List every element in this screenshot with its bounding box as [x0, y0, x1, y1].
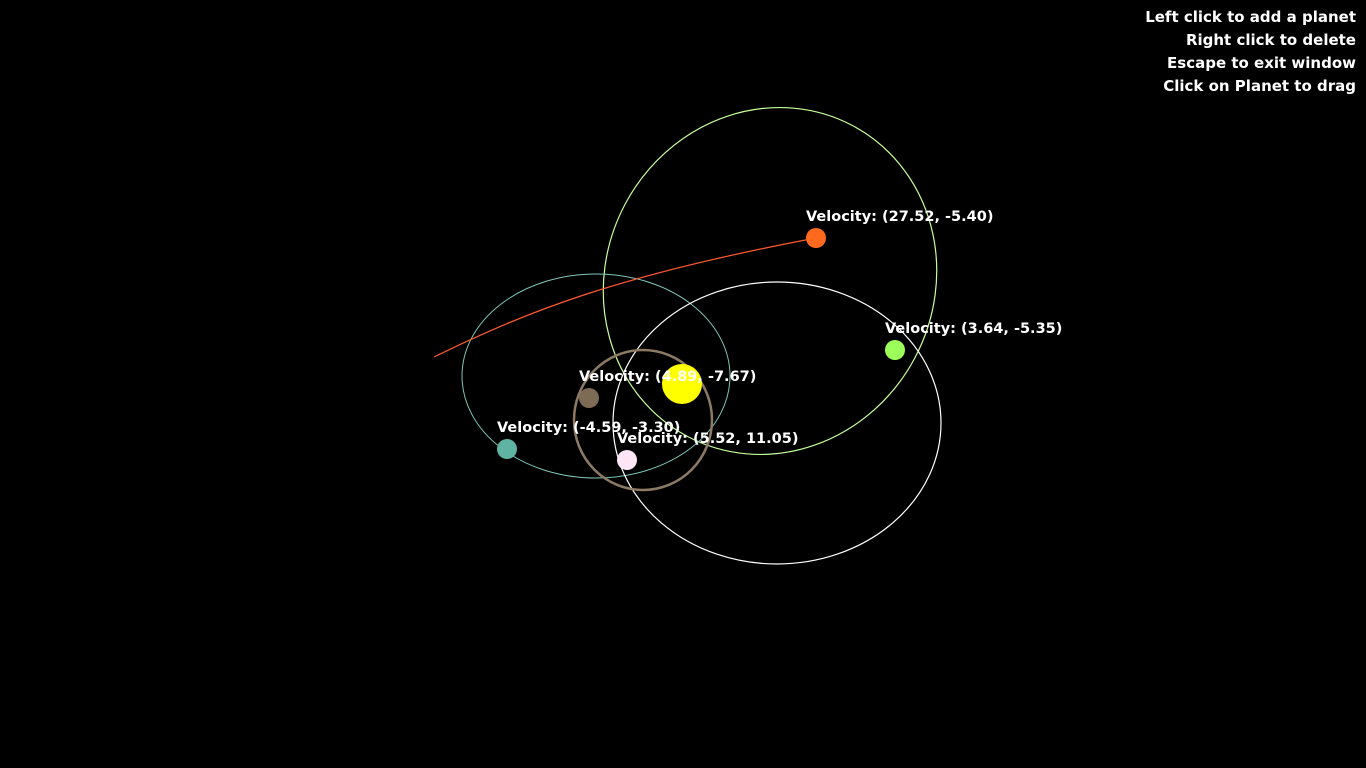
instruction-add: Left click to add a planet	[1145, 8, 1356, 26]
planet-green[interactable]	[885, 340, 905, 360]
sun[interactable]	[662, 364, 702, 404]
orbit-brown	[572, 348, 714, 492]
planet-brown[interactable]	[579, 388, 599, 408]
orbit-green	[602, 106, 938, 456]
velocity-label-teal: Velocity: (-4.59, -3.30)	[497, 420, 680, 436]
velocity-label-orange: Velocity: (27.52, -5.40)	[806, 209, 993, 225]
planet-orange[interactable]	[806, 228, 826, 248]
orbit-teal	[461, 273, 731, 479]
orbit-pink	[612, 281, 942, 565]
instruction-delete: Right click to delete	[1185, 31, 1356, 49]
velocity-label-brown: Velocity: (4.89, -7.67)	[579, 369, 756, 385]
instruction-drag: Click on Planet to drag	[1163, 77, 1356, 95]
orbit-orange-trail	[433, 237, 817, 358]
velocity-label-pink: Velocity: (5.52, 11.05)	[617, 431, 798, 447]
planet-pink[interactable]	[617, 450, 637, 470]
planet-teal[interactable]	[497, 439, 517, 459]
velocity-label-green: Velocity: (3.64, -5.35)	[885, 321, 1062, 337]
instruction-exit: Escape to exit window	[1167, 54, 1356, 72]
instructions-panel: Left click to add a planet Right click t…	[1145, 6, 1356, 98]
